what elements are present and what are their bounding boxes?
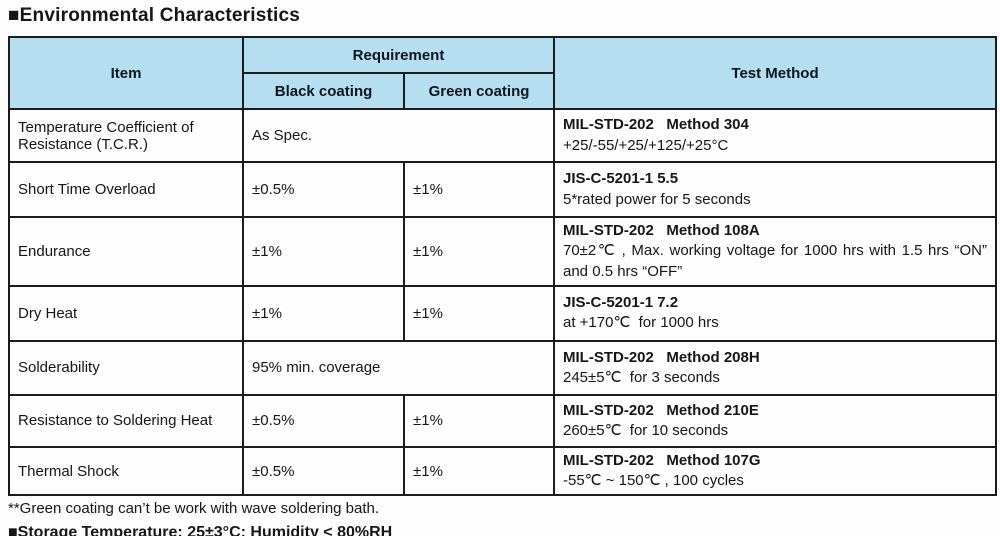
test-method-cell: MIL-STD-202 Method 108A 70±2℃ , Max. wor…: [553, 216, 997, 287]
test-method-title: MIL-STD-202 Method 107G: [563, 451, 761, 469]
item-label: Short Time Overload: [8, 161, 244, 218]
requirement-value-black: ±1%: [242, 216, 405, 287]
table-row-dry-heat: Dry Heat ±1% ±1% JIS-C-5201-1 7.2 at +17…: [8, 284, 997, 342]
requirement-value-black: ±1%: [242, 284, 405, 342]
requirement-value-merged: 95% min. coverage: [242, 339, 555, 396]
test-method-title: MIL-STD-202 Method 210E: [563, 401, 759, 419]
requirement-value-black: ±0.5%: [242, 445, 405, 497]
table-row-solderability: Solderability 95% min. coverage MIL-STD-…: [8, 339, 997, 396]
environmental-characteristics-table: Item Requirement Test Method Black coati…: [8, 36, 997, 497]
requirement-value-green: ±1%: [403, 284, 555, 342]
table-body: Temperature Coefficient of Resistance (T…: [8, 108, 997, 497]
test-method-title: MIL-STD-202 Method 208H: [563, 348, 760, 366]
item-label: Thermal Shock: [8, 445, 244, 497]
column-header-green-coating: Green coating: [403, 72, 555, 110]
table-row-thermal-shock: Thermal Shock ±0.5% ±1% MIL-STD-202 Meth…: [8, 445, 997, 497]
test-method-cell: MIL-STD-202 Method 208H 245±5℃ for 3 sec…: [553, 339, 997, 396]
page-title: ■Environmental Characteristics: [8, 5, 301, 26]
requirement-value-green: ±1%: [403, 445, 555, 497]
footnote-green-coating: **Green coating can’t be work with wave …: [8, 500, 380, 518]
test-method-detail: at +170℃ for 1000 hrs: [563, 314, 719, 332]
table-header: Item Requirement Test Method Black coati…: [8, 36, 997, 110]
test-method-detail: -55℃ ~ 150℃ , 100 cycles: [563, 472, 744, 489]
test-method-title: JIS-C-5201-1 5.5: [563, 170, 679, 188]
test-method-cell: MIL-STD-202 Method 304 +25/-55/+25/+125/…: [553, 108, 997, 163]
column-header-black-coating: Black coating: [242, 72, 405, 110]
test-method-detail: 245±5℃ for 3 seconds: [563, 368, 720, 386]
test-method-cell: MIL-STD-202 Method 107G -55℃ ~ 150℃ , 10…: [553, 445, 997, 497]
test-method-title: MIL-STD-202 Method 304: [563, 116, 749, 134]
column-header-item: Item: [8, 36, 244, 110]
table-row-endurance: Endurance ±1% ±1% MIL-STD-202 Method 108…: [8, 216, 997, 287]
item-label: Solderability: [8, 339, 244, 396]
test-method-cell: JIS-C-5201-1 7.2 at +170℃ for 1000 hrs: [553, 284, 997, 342]
item-label: Resistance to Soldering Heat: [8, 393, 244, 448]
requirement-value-black: ±0.5%: [242, 161, 405, 218]
test-method-title: JIS-C-5201-1 7.2: [563, 294, 679, 311]
test-method-detail: 70±2℃ , Max. working voltage for 1000 hr…: [563, 242, 987, 280]
requirement-value-green: ±1%: [403, 393, 555, 448]
item-label: Temperature Coefficient of Resistance (T…: [8, 108, 244, 163]
item-label: Dry Heat: [8, 284, 244, 342]
column-header-test-method: Test Method: [553, 36, 997, 110]
test-method-detail: 260±5℃ for 10 seconds: [563, 421, 729, 439]
item-label: Endurance: [8, 216, 244, 287]
requirement-value-black: ±0.5%: [242, 393, 405, 448]
column-header-requirement: Requirement: [242, 36, 555, 74]
requirement-value-merged: As Spec.: [242, 108, 555, 163]
test-method-cell: JIS-C-5201-1 5.5 5*rated power for 5 sec…: [553, 161, 997, 218]
requirement-value-green: ±1%: [403, 161, 555, 218]
test-method-cell: MIL-STD-202 Method 210E 260±5℃ for 10 se…: [553, 393, 997, 448]
test-method-title: MIL-STD-202 Method 108A: [563, 222, 760, 239]
table-row-short-time-overload: Short Time Overload ±0.5% ±1% JIS-C-5201…: [8, 161, 997, 218]
requirement-value-green: ±1%: [403, 216, 555, 287]
table-row-resistance-to-soldering-heat: Resistance to Soldering Heat ±0.5% ±1% M…: [8, 393, 997, 448]
test-method-detail: 5*rated power for 5 seconds: [563, 190, 751, 208]
test-method-detail: +25/-55/+25/+125/+25°C: [563, 136, 729, 154]
table-row-tcr: Temperature Coefficient of Resistance (T…: [8, 108, 997, 163]
note-storage-temperature: ■Storage Temperature: 25±3°C; Humidity <…: [8, 524, 393, 536]
